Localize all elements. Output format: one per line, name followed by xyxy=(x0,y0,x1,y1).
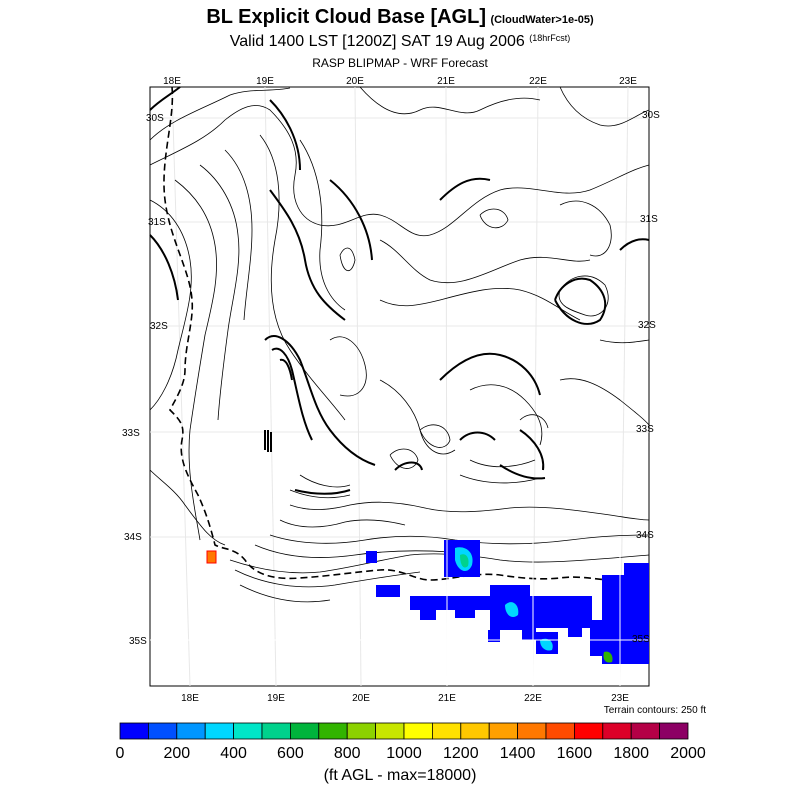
colorbar-swatch xyxy=(375,722,405,740)
shade-gridlines xyxy=(150,540,649,686)
colorbar-swatch xyxy=(204,722,234,740)
bottom-lon-label: 22E xyxy=(524,693,542,704)
bottom-lon-label: 23E xyxy=(611,693,629,704)
title-note: (CloudWater>1e-05) xyxy=(490,14,594,26)
colorbar-tick-label: 0 xyxy=(116,745,125,762)
shade-cell xyxy=(376,585,400,597)
left-lat-label: 30S xyxy=(146,113,164,124)
colorbar-swatch xyxy=(147,722,178,740)
colorbar-swatch xyxy=(517,722,547,740)
right-lat-label: 35S xyxy=(632,634,650,645)
bottom-lon-label: 21E xyxy=(438,693,456,704)
top-lon-label: 18E xyxy=(163,76,181,87)
shade-cell xyxy=(460,554,469,568)
bottom-lon-label: 18E xyxy=(181,693,199,704)
colorbar xyxy=(119,722,689,740)
left-lat-label: 34S xyxy=(124,532,142,543)
colorbar-tick-label: 1600 xyxy=(557,745,593,762)
colorbar-swatch xyxy=(602,722,632,740)
colorbar-swatch xyxy=(574,722,604,740)
bottom-lon-label: 19E xyxy=(267,693,285,704)
title-text: BL Explicit Cloud Base [AGL] xyxy=(206,6,486,28)
shade-cell xyxy=(603,651,613,663)
colorbar-swatch xyxy=(403,722,433,740)
cloud-base-shading xyxy=(206,540,649,664)
right-lat-label: 34S xyxy=(636,530,654,541)
chart-subtitle: Valid 1400 LST [1200Z] SAT 19 Aug 2006 (… xyxy=(0,33,800,51)
shade-cell xyxy=(206,550,217,564)
shade-cell xyxy=(366,551,377,563)
colorbar-swatch xyxy=(289,722,320,740)
left-lat-label: 35S xyxy=(129,636,147,647)
terrain-note: Terrain contours: 250 ft xyxy=(603,705,706,716)
shade-cell xyxy=(590,620,604,656)
colorbar-swatch xyxy=(176,722,206,740)
shade-cell xyxy=(602,575,649,664)
colorbar-tick-label: 1000 xyxy=(386,745,422,762)
colorbar-tick-label: 2000 xyxy=(670,745,706,762)
colorbar-tick-label: 1400 xyxy=(500,745,536,762)
top-lon-label: 23E xyxy=(619,76,637,87)
chart-title: BL Explicit Cloud Base [AGL] (CloudWater… xyxy=(0,6,800,29)
shade-cell xyxy=(522,628,536,640)
top-lon-label: 19E xyxy=(256,76,274,87)
right-lat-label: 33S xyxy=(636,424,654,435)
shade-cell xyxy=(568,625,582,637)
shade-cell xyxy=(624,563,649,577)
shade-cell xyxy=(530,596,592,628)
top-lon-label: 22E xyxy=(529,76,547,87)
colorbar-tick-label: 400 xyxy=(220,745,247,762)
subtitle-text: Valid 1400 LST [1200Z] SAT 19 Aug 2006 xyxy=(229,33,525,50)
colorbar-swatch xyxy=(261,722,291,740)
shade-cell xyxy=(410,596,490,610)
top-lon-label: 20E xyxy=(346,76,364,87)
colorbar-tick-label: 600 xyxy=(277,745,304,762)
colorbar-ticks: 0 200 400 600 800 1000 1200 1400 1600 1800 2000 xyxy=(116,745,706,762)
colorbar-tick-label: 1800 xyxy=(613,745,649,762)
graticule-labels: 18E 19E 20E 21E 22E 23E 18E 19E 20E 21E … xyxy=(122,76,660,704)
colorbar-tick-label: 200 xyxy=(163,745,190,762)
right-lat-label: 30S xyxy=(642,110,660,121)
shade-cell xyxy=(420,608,436,620)
colorbar-swatch xyxy=(233,722,263,740)
colorbar-swatch xyxy=(659,722,689,740)
shade-cell xyxy=(505,602,519,617)
colorbar-tick-label: 800 xyxy=(334,745,361,762)
colorbar-swatch xyxy=(431,722,462,740)
shade-cell xyxy=(540,638,553,651)
right-lat-label: 32S xyxy=(638,320,656,331)
source-label: RASP BLIPMAP - WRF Forecast xyxy=(312,56,488,70)
colorbar-swatch xyxy=(488,722,519,740)
colorbar-swatch xyxy=(460,722,490,740)
colorbar-swatch xyxy=(318,722,348,740)
colorbar-tick-label: 1200 xyxy=(443,745,479,762)
colorbar-swatch xyxy=(630,722,661,740)
colorbar-swatch xyxy=(545,722,575,740)
left-lat-label: 32S xyxy=(150,321,168,332)
units-label: (ft AGL - max=18000) xyxy=(323,767,477,784)
right-lat-label: 31S xyxy=(640,214,658,225)
top-lon-label: 21E xyxy=(437,76,455,87)
left-lat-label: 33S xyxy=(122,428,140,439)
bottom-lon-label: 20E xyxy=(352,693,370,704)
colorbar-swatch xyxy=(346,722,377,740)
bold-contours xyxy=(149,86,650,495)
colorbar-swatch xyxy=(119,722,149,740)
subtitle-note: (18hrFcst) xyxy=(529,33,571,43)
shade-cell xyxy=(488,630,500,642)
shade-cell xyxy=(455,608,475,618)
left-lat-label: 31S xyxy=(148,217,166,228)
